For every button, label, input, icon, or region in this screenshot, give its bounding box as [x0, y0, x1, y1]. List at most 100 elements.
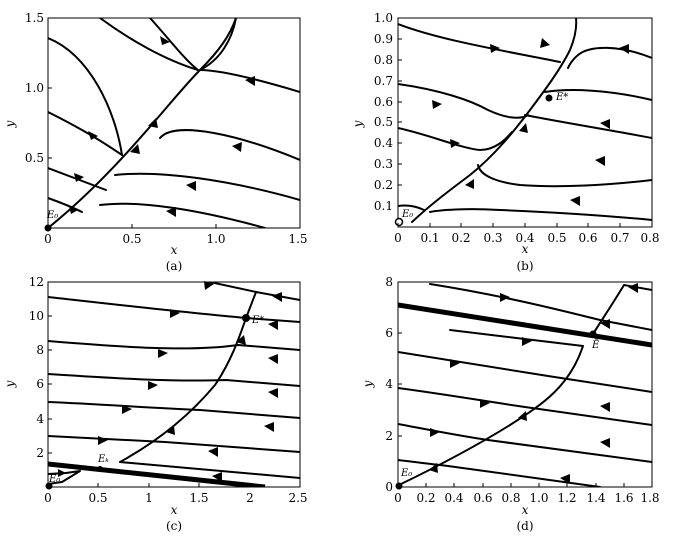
panel-d: Ē E₀ 0 0.2 0.4 0.6 0.8 1.0 1.2 1.4 1.6 1…	[361, 275, 660, 533]
x-tick-label: 0.7	[610, 231, 629, 245]
x-tick-label: 0.4	[444, 491, 463, 505]
y-tick-label: 0.6	[374, 95, 393, 109]
x-tick-label: 0.2	[416, 491, 435, 505]
panel-caption: (a)	[166, 259, 183, 273]
x-axis: 0 0.1 0.2 0.3 0.4 0.5 0.6 0.7 0.8 x	[394, 223, 660, 256]
x-axis: 0 0.5 1.0 1.5 x	[44, 224, 308, 257]
trajectory	[149, 18, 199, 71]
x-axis-label: x	[171, 503, 178, 517]
arrow-marker	[500, 293, 510, 302]
x-tick-label: 0.5	[122, 232, 141, 246]
arrow-marker	[232, 142, 242, 152]
y-axis-label: y	[361, 380, 375, 388]
y-tick-label: 0	[385, 480, 393, 494]
point-label: Ē	[591, 339, 600, 351]
y-axis-label: y	[351, 120, 365, 128]
arrow-marker	[245, 76, 255, 86]
x-axis: 0 0.5 1 1.5 2 2.5 x	[44, 483, 308, 517]
x-tick-label: 1.6	[614, 491, 633, 505]
y-tick-label: 12	[29, 275, 44, 289]
panel-c: E* Eₖ E₀ 0 0.5 1 1.5 2 2.5 x 2	[3, 275, 308, 533]
trajectory	[524, 114, 652, 139]
arrow-marker	[212, 472, 222, 482]
arrows	[429, 283, 638, 484]
trajectory	[398, 23, 561, 63]
plot-frame	[397, 17, 653, 228]
x-axis-label: x	[171, 243, 178, 257]
arrow-marker	[518, 411, 527, 421]
y-tick-label: 0.7	[374, 74, 393, 88]
panel-b: E* E₀ 0 0.1 0.2 0.3 0.4 0.5 0.6 0.7 0.8 …	[351, 11, 660, 273]
y-tick-label: 1.0	[25, 81, 44, 95]
thick-nullcline	[48, 461, 266, 487]
trajectory	[199, 18, 237, 71]
x-tick-label: 0.3	[483, 231, 502, 245]
trajectory	[398, 387, 652, 426]
trajectory	[48, 37, 123, 156]
x-tick-label: 0	[44, 491, 52, 505]
arrow-marker	[619, 44, 629, 54]
y-tick-label: 4	[36, 412, 44, 426]
arrow-marker	[69, 206, 78, 214]
x-tick-label: 0.4	[515, 231, 534, 245]
arrow-marker	[560, 474, 570, 484]
trajectory	[48, 340, 300, 351]
panel-a: E₀ 0 0.5 1.0 1.5 x 0.5 1.0 1.5 y (a)	[3, 11, 308, 273]
y-axis: 0.5 1.0 1.5 y	[3, 11, 52, 165]
y-axis: 0.1 0.2 0.3 0.4 0.5 0.6 0.7 0.8 0.9 1.0 …	[351, 11, 402, 213]
x-axis-label: x	[522, 503, 529, 517]
y-tick-label: 10	[29, 309, 44, 323]
arrow-marker	[570, 196, 580, 206]
arrow-marker	[268, 354, 278, 364]
y-axis-label: y	[3, 120, 17, 128]
point-label: Eₖ	[97, 454, 109, 465]
arrow-marker	[450, 139, 460, 148]
x-tick-label: 1.0	[206, 232, 225, 246]
trajectory	[114, 172, 300, 201]
y-tick-label: 0.3	[374, 157, 393, 171]
arrow-marker	[490, 44, 500, 53]
trajectory	[119, 461, 300, 479]
arrow-marker	[204, 281, 214, 290]
equilibrium-point	[395, 482, 403, 490]
arrow-marker	[158, 349, 168, 358]
arrow-marker	[166, 425, 175, 435]
separatrix	[411, 18, 578, 223]
x-tick-label: 1.5	[189, 491, 208, 505]
x-tick-label: 0	[44, 232, 52, 246]
trajectory	[48, 111, 123, 156]
y-tick-label: 1.5	[25, 11, 44, 25]
arrow-marker	[236, 335, 246, 345]
y-tick-label: 2	[385, 429, 393, 443]
x-tick-label: 2	[246, 491, 254, 505]
arrow-marker	[148, 118, 158, 128]
arrow-marker	[540, 38, 550, 48]
y-tick-label: 0.5	[25, 151, 44, 165]
equilibrium-point	[45, 482, 53, 490]
x-tick-label: 0.5	[547, 231, 566, 245]
arrow-marker	[98, 436, 108, 445]
equilibrium-point	[242, 314, 250, 322]
arrow-marker	[430, 428, 440, 437]
x-tick-label: 0.1	[420, 231, 439, 245]
arrow-marker	[600, 402, 610, 412]
panel-caption: (c)	[166, 519, 182, 533]
plot-frame	[47, 17, 301, 229]
trajectory	[429, 208, 652, 221]
x-tick-label: 0.6	[473, 491, 492, 505]
y-tick-label: 0.9	[374, 32, 393, 46]
arrows	[58, 281, 282, 482]
equilibrium-point	[545, 94, 553, 102]
arrow-marker	[186, 181, 196, 191]
x-tick-label: 1.5	[288, 232, 307, 246]
y-tick-label: 0.5	[374, 115, 393, 129]
panel-caption: (b)	[516, 259, 533, 273]
arrow-marker	[465, 179, 474, 189]
equilibrium-point	[589, 330, 597, 338]
arrow-marker	[272, 292, 282, 302]
trajectory	[477, 164, 652, 188]
arrow-marker	[522, 337, 532, 346]
arrows	[69, 36, 255, 217]
trajectories	[398, 18, 652, 223]
